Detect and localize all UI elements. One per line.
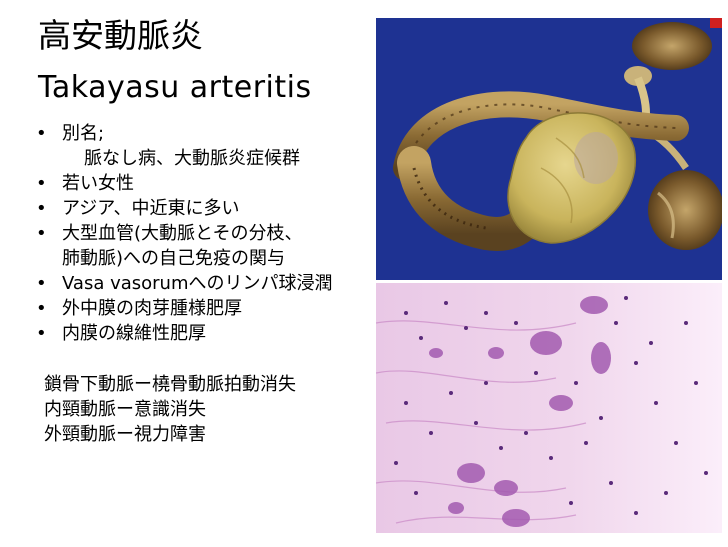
bullet-subtext: 脈なし病、大動脈炎症候群 [84,148,300,169]
bullet-item-region: アジア、中近東に多い [34,196,333,221]
histology-photo [376,283,722,533]
bullet-item-intima: 内膜の線維性肥厚 [34,321,333,346]
bullet-item-adventitia: 外中膜の肉芽腫様肥厚 [34,296,333,321]
slide-title-english: Takayasu arteritis [38,70,312,105]
bullet-text: 別名; [62,123,105,144]
bullet-item-vasa-vasorum: Vasa vasorumへのリンパ球浸潤 [34,271,333,296]
bullet-text: 大型血管(大動脈とその分枝、 [62,223,303,244]
note-subclavian: 鎖骨下動脈ー橈骨動脈拍動消失 [44,374,296,395]
bullet-text: 内膜の線維性肥厚 [62,323,206,344]
bullet-item-young-women: 若い女性 [34,171,333,196]
note-external-carotid: 外頸動脈ー視力障害 [44,424,206,445]
bullet-text: Vasa vasorumへのリンパ球浸潤 [62,273,333,294]
bullet-item-large-vessels: 大型血管(大動脈とその分枝、 肺動脈)への自己免疫の関与 [34,221,333,271]
gross-specimen-photo [376,18,722,280]
bullet-text: アジア、中近東に多い [62,198,240,219]
bullet-continuation: 肺動脈)への自己免疫の関与 [62,248,286,269]
slide-title-japanese: 高安動脈炎 [38,16,203,55]
bullet-text: 外中膜の肉芽腫様肥厚 [62,298,242,319]
bullet-item-alias: 別名; 脈なし病、大動脈炎症候群 [34,121,333,171]
bullet-text: 若い女性 [62,173,134,194]
histology-illustration [376,283,722,533]
note-internal-carotid: 内頸動脈ー意識消失 [44,399,206,420]
gross-specimen-illustration [376,18,722,280]
symptom-notes: 鎖骨下動脈ー橈骨動脈拍動消失 内頸動脈ー意識消失 外頸動脈ー視力障害 [44,372,296,447]
bullet-list: 別名; 脈なし病、大動脈炎症候群 若い女性 アジア、中近東に多い 大型血管(大動… [34,121,333,346]
